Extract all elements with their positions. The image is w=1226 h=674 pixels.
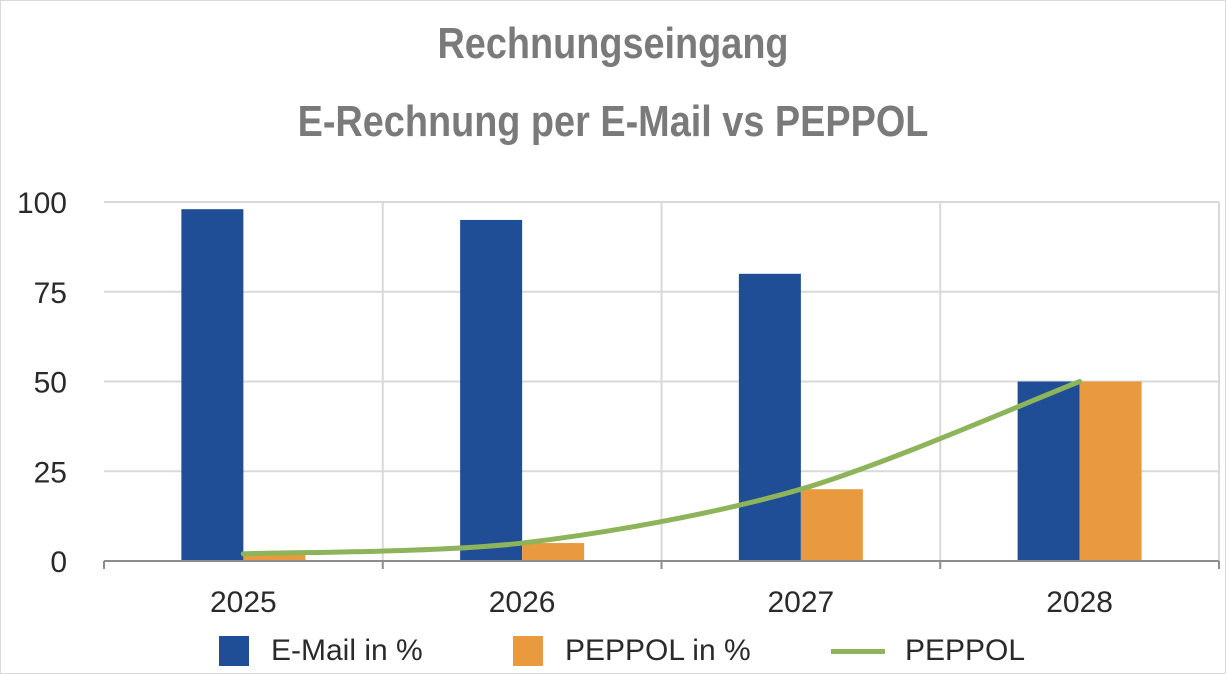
legend-item-peppol-line: PEPPOL (831, 631, 1025, 671)
y-tick-label: 25 (34, 456, 67, 489)
bar-email-2026 (460, 219, 523, 561)
bar-peppol-2028 (1079, 381, 1142, 561)
legend-swatch-peppol-line (831, 648, 885, 654)
line-point-peppol-2027 (798, 486, 804, 492)
y-tick-label: 50 (34, 367, 67, 400)
chart-legend: E-Mail in % PEPPOL in % PEPPOL (1, 631, 1225, 671)
x-tick-label: 2026 (489, 586, 556, 619)
line-point-peppol-2028 (1077, 379, 1083, 384)
chart-plot: 0 25 50 75 100 2025 2026 2027 2028 (17, 187, 1220, 619)
chart-title-line-1: Rechnungseingang (437, 19, 789, 68)
series-line-peppol (240, 379, 1083, 557)
legend-label-peppol-bar: PEPPOL in % (565, 634, 751, 667)
legend-item-email: E-Mail in % (219, 631, 423, 671)
legend-swatch-email (219, 636, 249, 666)
y-tick-label: 75 (34, 277, 67, 310)
bar-email-2025 (181, 209, 244, 561)
bar-peppol-2026 (522, 543, 585, 561)
x-tick-label: 2027 (768, 586, 835, 619)
legend-label-peppol-line: PEPPOL (905, 634, 1026, 667)
x-tick-label: 2025 (210, 586, 277, 619)
legend-item-peppol-bar: PEPPOL in % (513, 631, 751, 671)
y-tick-label: 100 (17, 187, 67, 220)
x-tick-label: 2028 (1046, 586, 1113, 619)
chart-title-line-2: E-Rechnung per E-Mail vs PEPPOL (297, 97, 929, 146)
legend-swatch-peppol-bar (513, 636, 543, 666)
line-point-peppol-2026 (519, 540, 525, 546)
legend-label-email: E-Mail in % (271, 634, 423, 667)
bar-email-2028 (1017, 381, 1080, 561)
bar-peppol-2025 (243, 553, 306, 561)
y-tick-label: 0 (50, 546, 67, 579)
bar-email-2027 (738, 273, 801, 561)
bar-peppol-2027 (800, 489, 863, 561)
line-point-peppol-2025 (240, 551, 246, 557)
